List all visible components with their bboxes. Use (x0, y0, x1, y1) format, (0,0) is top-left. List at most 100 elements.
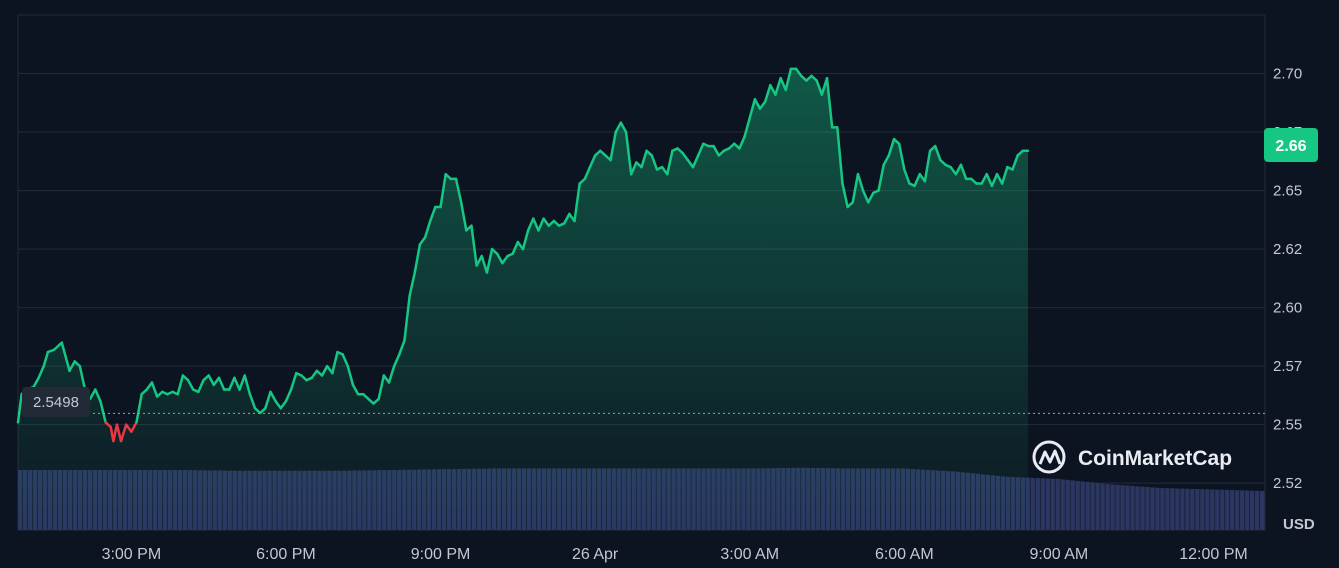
price-segment (495, 252, 504, 265)
volume-bar (1050, 478, 1055, 530)
price-segment (52, 341, 64, 351)
volume-bar (1095, 482, 1100, 530)
volume-bar (1125, 485, 1130, 530)
volume-bar (1080, 481, 1085, 530)
coinmarketcap-logo-icon (1032, 440, 1066, 474)
price-segment (99, 400, 107, 424)
price-segment (94, 388, 102, 403)
coinmarketcap-watermark: CoinMarketCap (1032, 440, 1232, 474)
price-segment (748, 98, 757, 120)
price-segment (279, 400, 288, 410)
current-price-badge: 2.66 (1264, 128, 1318, 162)
price-segment (233, 376, 241, 391)
price-segment (243, 374, 252, 396)
price-segment (532, 217, 540, 232)
volume-bar (1210, 489, 1215, 530)
price-segment (619, 121, 628, 134)
volume-bar (1130, 485, 1135, 530)
price-segment (763, 83, 772, 103)
y-tick-label: 2.52 (1273, 475, 1302, 492)
price-segment (418, 236, 427, 246)
price-segment (913, 172, 922, 188)
y-tick-label: 2.62 (1273, 241, 1302, 258)
price-segment (769, 83, 777, 96)
price-segment (526, 217, 535, 232)
price-segment (686, 158, 695, 169)
volume-bar (1230, 490, 1235, 530)
x-tick-label: 3:00 PM (102, 546, 162, 563)
price-segment (794, 67, 803, 78)
volume-bar (1085, 481, 1090, 530)
price-segment (985, 172, 994, 188)
volume-bar (1205, 489, 1210, 530)
volume-bar (1170, 488, 1175, 530)
volume-bar (1185, 488, 1190, 530)
volume-bar (1040, 478, 1045, 530)
price-segment (320, 364, 329, 377)
price-segment (954, 163, 963, 176)
price-segment (42, 350, 50, 368)
price-segment (815, 79, 824, 96)
x-tick-label: 6:00 PM (256, 546, 316, 563)
price-segment (264, 390, 272, 410)
price-segment (743, 116, 751, 138)
volume-bar (1060, 479, 1065, 530)
volume-bar (1250, 490, 1255, 530)
volume-bar (1055, 478, 1060, 530)
price-segment (217, 376, 226, 391)
price-segment (903, 168, 911, 185)
price-segment (614, 121, 623, 134)
price-segment (758, 100, 767, 110)
price-segment (995, 172, 1004, 185)
price-lines (16, 67, 1030, 443)
price-segment (609, 130, 617, 162)
price-segment (980, 172, 988, 185)
price-area (18, 68, 1028, 530)
price-segment (130, 421, 138, 433)
price-segment (511, 240, 520, 256)
price-segment (521, 229, 530, 251)
volume-bar (1115, 484, 1120, 530)
price-segment (841, 182, 849, 209)
price-segment (738, 135, 746, 150)
price-segment (387, 364, 396, 384)
volume-bar (1235, 490, 1240, 530)
price-segment (753, 98, 762, 110)
volume-bar (1145, 486, 1150, 530)
volume-bar (1110, 484, 1115, 530)
price-segment (542, 217, 550, 227)
price-segment (933, 144, 942, 162)
price-segment (774, 76, 782, 96)
price-segment (124, 423, 133, 433)
price-segment (413, 243, 422, 274)
current-price-label: 2.66 (1275, 138, 1306, 155)
volume-bar (1105, 483, 1110, 530)
price-segment (88, 388, 97, 401)
volume-bar (1245, 490, 1250, 530)
price-segment (238, 374, 246, 391)
volume-bar (1215, 489, 1220, 530)
volume-bar (1150, 487, 1155, 530)
price-segment (887, 137, 896, 157)
volume-bar (1165, 488, 1170, 530)
price-segment (439, 172, 447, 209)
x-tick-label: 9:00 AM (1030, 546, 1089, 563)
x-axis: 3:00 PM 6:00 PM 9:00 PM 26 Apr 3:00 AM 6:00 A… (102, 546, 1248, 563)
x-tick-label: 26 Apr (572, 546, 619, 563)
volume-bar (1160, 488, 1165, 530)
price-segment (408, 271, 417, 298)
price-segment (836, 126, 844, 185)
price-segment (866, 191, 875, 204)
price-segment (650, 154, 659, 171)
price-segment (779, 76, 788, 92)
price-segment (475, 254, 484, 267)
price-segment (289, 371, 298, 391)
volume-bar (1260, 490, 1265, 530)
price-segment (784, 67, 793, 92)
price-segment (32, 376, 40, 389)
volume-bar (1225, 489, 1230, 530)
price-segment (712, 144, 721, 157)
price-segment (186, 378, 195, 391)
